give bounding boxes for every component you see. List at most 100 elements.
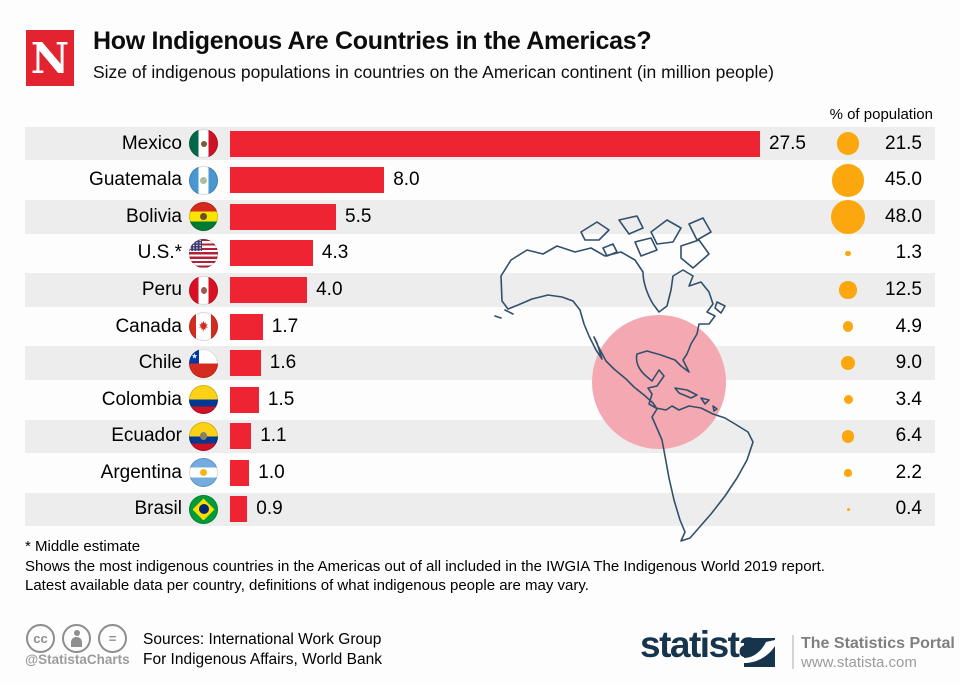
percent-dot [846, 507, 850, 512]
percent-dot [831, 199, 865, 234]
percent-dot [831, 163, 865, 197]
bolivia-flag-icon [189, 202, 218, 232]
population-bar [230, 167, 385, 194]
cc-equal-icon: = [98, 624, 127, 653]
peru-flag-icon [189, 275, 218, 305]
country-label: Bolivia [126, 205, 182, 227]
table-row: Ecuador 1.1 6.4 [25, 419, 935, 454]
portal-title: The Statistics Portal [801, 635, 955, 652]
table-row: Brasil 0.9 0.4 [25, 492, 935, 527]
footer-divider [792, 635, 794, 669]
percent-value-label: 2.2 [895, 461, 922, 483]
ecuador-flag-icon [189, 421, 218, 451]
table-row: Canada 1.7 4.9 [25, 310, 935, 343]
country-label: U.S.* [137, 242, 182, 264]
percent-dot [836, 132, 860, 155]
percent-value-label: 12.5 [885, 279, 922, 300]
page-title: How Indigenous Are Countries in the Amer… [93, 27, 652, 55]
cc-license-icon: cc [26, 624, 55, 653]
table-row: Argentina 1.0 2.2 [25, 456, 935, 489]
population-bar [230, 130, 760, 157]
percent-dot [844, 469, 852, 477]
country-label: Canada [115, 315, 182, 337]
percent-value-label: 48.0 [885, 205, 922, 227]
population-bar [230, 350, 261, 377]
population-bar [230, 459, 250, 486]
argentina-flag-icon [189, 458, 218, 488]
population-value-label: 4.3 [321, 242, 349, 264]
country-label: Argentina [100, 461, 182, 483]
population-value-label: 4.0 [316, 279, 343, 300]
country-label: Mexico [121, 132, 182, 154]
population-value-label: 1.5 [267, 388, 295, 410]
population-bar [230, 496, 248, 523]
us-flag-icon [189, 238, 218, 268]
brasil-flag-icon [189, 494, 218, 524]
country-label: Colombia [101, 388, 182, 410]
population-value-label: 27.5 [769, 132, 806, 154]
population-value-label: 5.5 [345, 205, 372, 227]
country-label: Brasil [134, 498, 182, 520]
population-value-label: 1.0 [258, 461, 285, 483]
mexico-flag-icon [189, 129, 218, 159]
percent-value-label: 1.3 [895, 242, 922, 264]
percent-value-label: 21.5 [885, 132, 922, 154]
percent-value-label: 6.4 [895, 425, 922, 447]
population-value-label: 1.6 [269, 352, 297, 374]
table-row: U.S.* 4.3 1.3 [25, 237, 935, 270]
footnote-definitions: Latest available data per country, defin… [25, 577, 589, 594]
population-bar [230, 313, 263, 340]
page-subtitle: Size of indigenous populations in countr… [93, 62, 774, 82]
percent-dot [840, 355, 856, 371]
percent-value-label: 4.9 [895, 315, 922, 337]
country-label: Guatemala [89, 169, 182, 191]
footnote-middle-estimate: * Middle estimate [25, 538, 141, 555]
percent-dot [845, 250, 851, 257]
footnotes: * Middle estimate Shows the most indigen… [25, 537, 935, 596]
equal-glyph: = [108, 631, 117, 646]
chart-rows: Mexico 27.5 21.5 Guatemala 8.0 45.0 Boli… [25, 127, 935, 529]
creative-commons-icons: cc = [26, 624, 127, 653]
cc-attribution-icon [62, 624, 91, 653]
population-bar [230, 203, 336, 230]
country-label: Ecuador [111, 425, 182, 447]
table-row: Bolivia 5.5 48.0 [25, 199, 935, 234]
population-value-label: 1.7 [271, 315, 299, 337]
population-value-label: 0.9 [256, 498, 283, 520]
portal-url: www.statista.com [801, 654, 917, 671]
chile-flag-icon [189, 348, 218, 378]
population-bar [230, 277, 308, 303]
statista-wordmark: statista [640, 624, 759, 665]
table-row: Peru 4.0 12.5 [25, 273, 935, 307]
population-value-label: 1.1 [260, 425, 287, 447]
percent-value-label: 9.0 [895, 352, 922, 374]
percent-dot [842, 321, 854, 332]
percent-value-label: 3.4 [895, 388, 922, 410]
guatemala-flag-icon [189, 165, 218, 195]
percent-value-label: 45.0 [885, 169, 922, 191]
population-bar [230, 423, 252, 450]
percent-column-header: % of population [829, 106, 933, 123]
country-label: Peru [141, 279, 182, 300]
table-row: Mexico 27.5 21.5 [25, 127, 935, 161]
cc-glyph: cc [33, 631, 48, 646]
statista-logo-icon [744, 638, 775, 667]
percent-dot [841, 430, 855, 443]
country-label: Chile [138, 352, 182, 374]
population-bar [230, 386, 259, 413]
table-row: Chile 1.6 9.0 [25, 346, 935, 380]
statista-charts-handle: @StatistaCharts [25, 652, 130, 667]
newsweek-logo: N [26, 30, 74, 86]
table-row: Colombia 1.5 3.4 [25, 383, 935, 416]
percent-dot [839, 281, 857, 299]
sources-line-2: For Indigenous Affairs, World Bank [143, 650, 382, 668]
colombia-flag-icon [189, 385, 218, 415]
population-value-label: 8.0 [393, 169, 420, 191]
percent-dot [843, 395, 853, 405]
footnote-report: Shows the most indigenous countries in t… [25, 557, 825, 575]
table-row: Guatemala 8.0 45.0 [25, 163, 935, 197]
percent-value-label: 0.4 [895, 498, 922, 520]
canada-flag-icon [189, 312, 218, 342]
sources-line-1: Sources: International Work Group [143, 631, 382, 648]
